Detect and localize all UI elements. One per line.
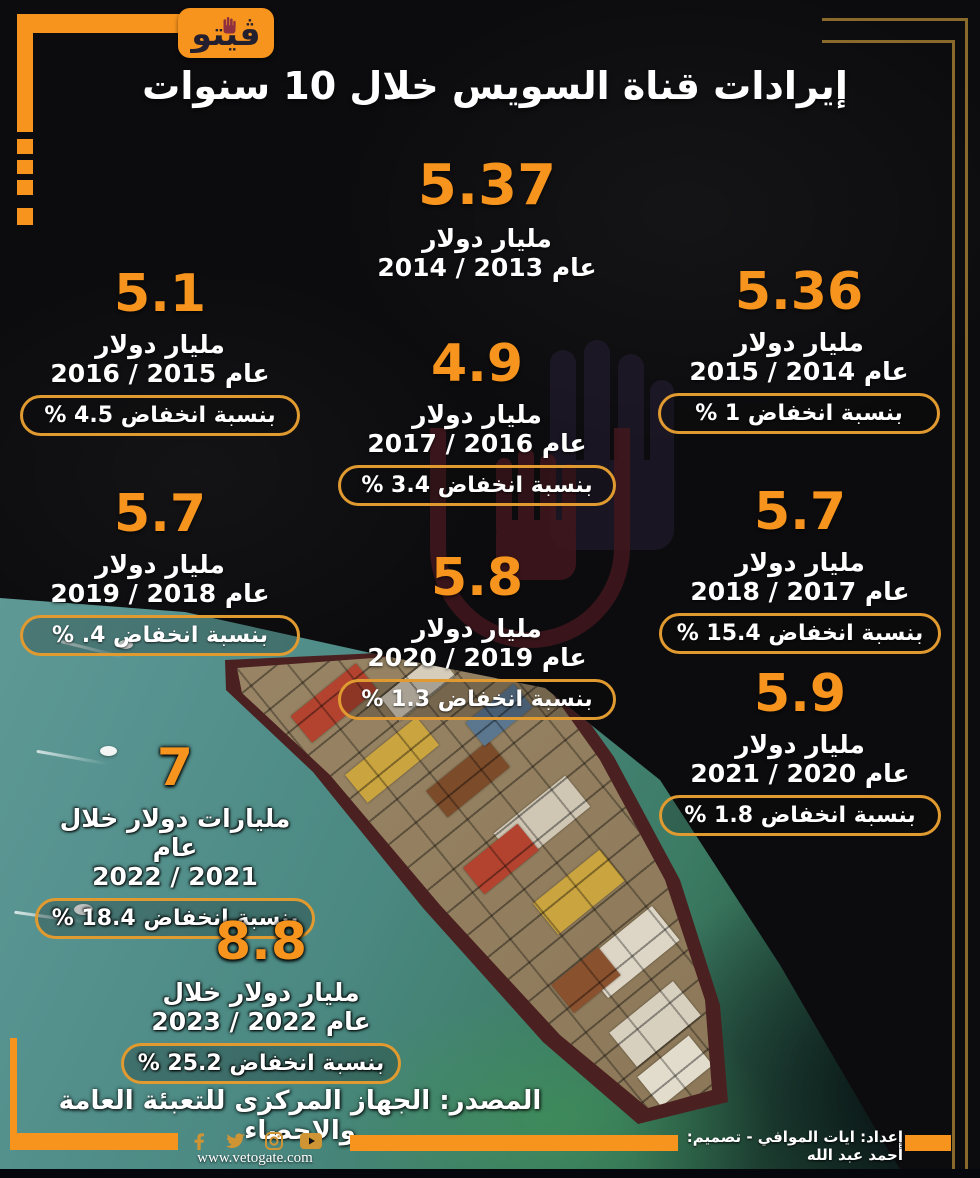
revenue-period: عام 2020 / 2021 xyxy=(690,759,910,788)
revenue-period: عام 2015 / 2016 xyxy=(50,359,270,388)
revenue-unit: مليار دولار xyxy=(735,730,865,759)
revenue-value: 5.36 xyxy=(734,262,864,322)
revenue-value: 5.37 xyxy=(417,153,557,218)
container-block xyxy=(493,775,591,865)
revenue-value: 5.8 xyxy=(430,548,524,608)
revenue-period: عام 2016 / 2017 xyxy=(367,429,587,458)
revenue-unit: مليار دولار xyxy=(412,400,542,429)
frame-dash xyxy=(17,139,33,154)
footer-bar-left xyxy=(10,1133,178,1150)
frame-top-bar xyxy=(17,14,180,33)
twitter-icon[interactable] xyxy=(225,1131,247,1151)
revenue-unit: مليار دولار خلال xyxy=(162,978,360,1007)
container-block xyxy=(426,740,510,818)
frame-bottom-left-vertical xyxy=(10,1038,17,1150)
small-boat xyxy=(74,904,93,915)
frame-dash xyxy=(17,160,33,174)
revenue-period: 2021 / 2022 xyxy=(92,862,258,891)
revenue-value: 5.7 xyxy=(113,484,207,544)
revenue-value: 8.8 xyxy=(214,912,308,972)
revenue-unit: مليار دولار xyxy=(95,330,225,359)
social-icons xyxy=(188,1131,322,1151)
container-block xyxy=(463,823,539,895)
change-badge: بنسبة انخفاض 1.3 % xyxy=(338,679,616,720)
revenue-value: 5.7 xyxy=(753,482,847,542)
change-badge: بنسبة انخفاض 25.2 % xyxy=(121,1043,401,1084)
frame-dash xyxy=(17,180,33,195)
veto-hand-icon xyxy=(223,17,236,34)
revenue-unit: مليار دولار xyxy=(735,548,865,577)
instagram-icon[interactable] xyxy=(263,1131,285,1151)
revenue-value: 5.9 xyxy=(753,664,847,724)
revenue-period: عام 2022 / 2023 xyxy=(151,1007,371,1036)
frame-left-bar xyxy=(17,14,33,132)
revenue-value: 4.9 xyxy=(430,334,524,394)
website-url[interactable]: www.vetogate.com xyxy=(197,1150,313,1166)
gold-line-right-outer xyxy=(965,18,968,1178)
revenue-entry-2021-2022: 7 مليارات دولار خلال عام 2021 / 2022 بنس… xyxy=(35,742,315,939)
change-badge: بنسبة انخفاض 15.4 % xyxy=(659,613,941,654)
revenue-unit: مليار دولار xyxy=(95,550,225,579)
revenue-entry-2013-2014: 5.37 مليار دولار عام 2013 / 2014 xyxy=(347,153,627,283)
container-block xyxy=(532,849,626,935)
revenue-period: عام 2017 / 2018 xyxy=(690,577,910,606)
change-badge: بنسبة انخفاض 1 % xyxy=(658,393,940,434)
gold-line-top-outer xyxy=(822,18,968,21)
revenue-value: 5.1 xyxy=(113,264,207,324)
credits-line: إعداد: ايات الموافي - تصميم: أحمد عبد ال… xyxy=(686,1128,903,1164)
revenue-entry-2014-2015: 5.36 مليار دولار عام 2014 / 2015 بنسبة ا… xyxy=(658,266,940,434)
change-badge: بنسبة انخفاض 3.4 % xyxy=(338,465,616,506)
revenue-unit: مليار دولار xyxy=(412,614,542,643)
footer-bar-middle xyxy=(350,1135,678,1151)
revenue-entry-2022-2023: 8.8 مليار دولار خلال عام 2022 / 2023 بنس… xyxy=(121,916,401,1084)
container-block xyxy=(344,717,440,803)
page-title: إيرادات قناة السويس خلال 10 سنوات xyxy=(142,64,848,108)
small-boat xyxy=(100,746,117,756)
revenue-period: عام 2019 / 2020 xyxy=(367,643,587,672)
revenue-entry-2019-2020: 5.8 مليار دولار عام 2019 / 2020 بنسبة ان… xyxy=(338,552,616,720)
container-block xyxy=(609,981,701,1067)
revenue-entry-2015-2016: 5.1 مليار دولار عام 2015 / 2016 بنسبة ان… xyxy=(20,268,300,436)
revenue-unit: مليار دولار xyxy=(422,224,552,253)
revenue-period: عام 2018 / 2019 xyxy=(50,579,270,608)
youtube-icon[interactable] xyxy=(299,1131,322,1151)
revenue-entry-2018-2019: 5.7 مليار دولار عام 2018 / 2019 بنسبة ان… xyxy=(20,488,300,656)
revenue-unit: مليارات دولار خلال عام xyxy=(59,804,291,862)
change-badge: بنسبة انخفاض 4.5 % xyxy=(20,395,300,436)
container-block xyxy=(551,947,621,1013)
gold-line-top-inner xyxy=(822,40,955,43)
revenue-unit: مليار دولار xyxy=(734,328,864,357)
gold-line-right-inner xyxy=(952,40,955,1178)
bottom-strip xyxy=(0,1169,980,1178)
change-badge: بنسبة انخفاض 18.4 % xyxy=(35,898,315,939)
change-badge: بنسبة انخفاض 1.8 % xyxy=(659,795,941,836)
revenue-value: 7 xyxy=(156,738,194,798)
veto-logo: ڤيتو xyxy=(178,8,274,58)
revenue-entry-2017-2018: 5.7 مليار دولار عام 2017 / 2018 بنسبة ان… xyxy=(659,486,941,654)
footer-bar-right xyxy=(905,1135,951,1151)
frame-dash xyxy=(17,208,33,225)
container-block xyxy=(580,905,680,999)
revenue-period: عام 2014 / 2015 xyxy=(689,357,909,386)
revenue-period: عام 2013 / 2014 xyxy=(377,253,597,282)
revenue-entry-2020-2021: 5.9 مليار دولار عام 2020 / 2021 بنسبة ان… xyxy=(659,668,941,836)
revenue-entry-2016-2017: 4.9 مليار دولار عام 2016 / 2017 بنسبة ان… xyxy=(338,338,616,506)
facebook-icon[interactable] xyxy=(188,1131,210,1151)
small-boat xyxy=(118,640,133,649)
change-badge: بنسبة انخفاض 4. % xyxy=(20,615,300,656)
